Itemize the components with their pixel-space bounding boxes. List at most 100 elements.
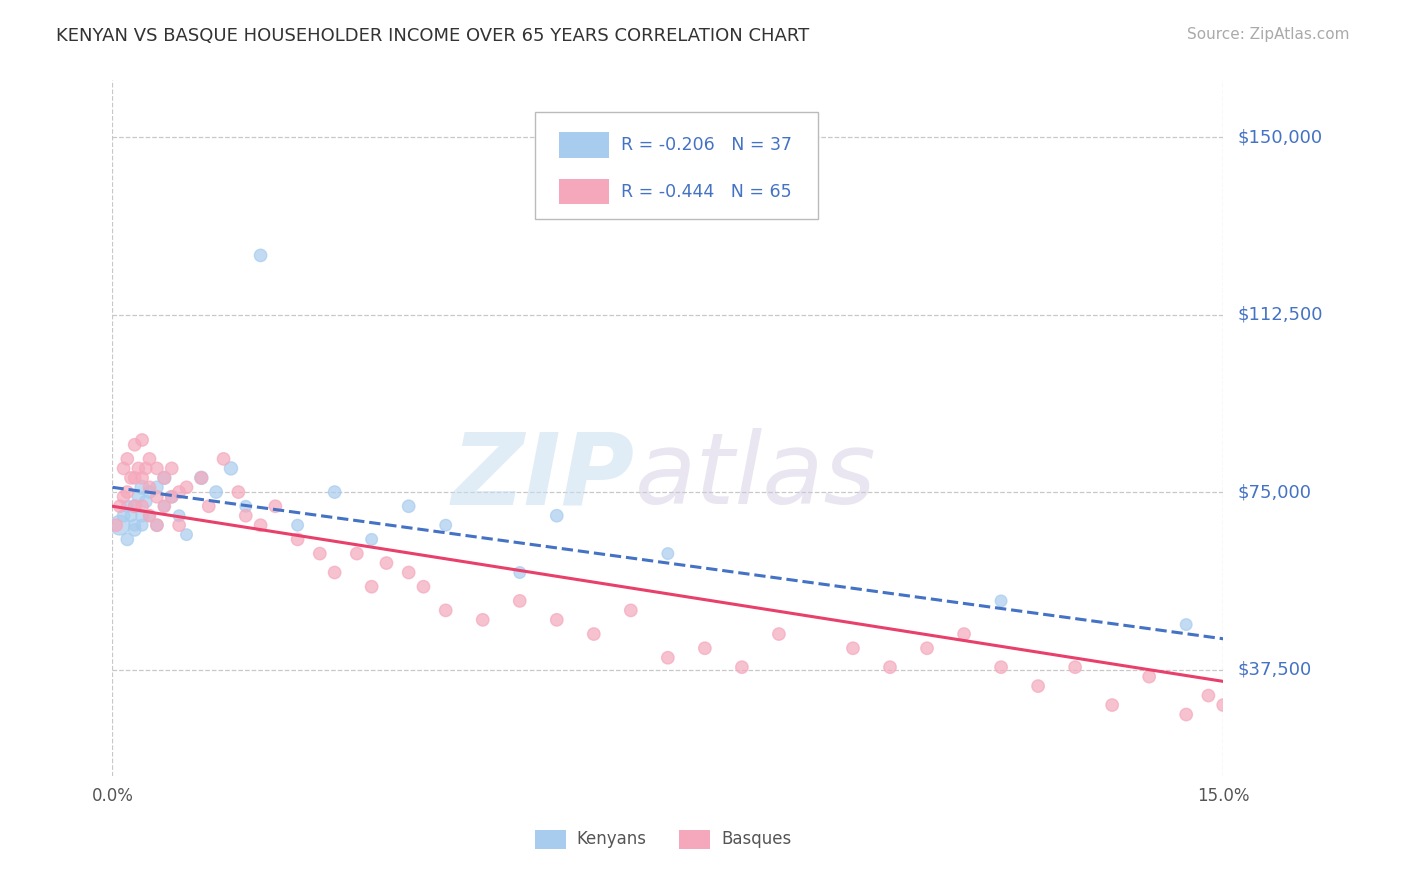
- Point: [1175, 707, 1198, 722]
- Point: [127, 490, 149, 504]
- Text: KENYAN VS BASQUE HOUSEHOLDER INCOME OVER 65 YEARS CORRELATION CHART: KENYAN VS BASQUE HOUSEHOLDER INCOME OVER…: [56, 27, 810, 45]
- Text: atlas: atlas: [634, 428, 876, 525]
- Point: [153, 471, 176, 485]
- Point: [176, 527, 198, 541]
- Point: [205, 485, 228, 500]
- Point: [117, 485, 139, 500]
- FancyBboxPatch shape: [534, 830, 565, 849]
- FancyBboxPatch shape: [534, 112, 818, 219]
- Point: [375, 556, 398, 570]
- Point: [1175, 617, 1198, 632]
- Point: [176, 480, 198, 494]
- Point: [135, 494, 157, 508]
- Point: [287, 518, 309, 533]
- Point: [127, 461, 149, 475]
- Point: [308, 547, 330, 561]
- Point: [990, 660, 1012, 674]
- Point: [138, 451, 160, 466]
- Point: [212, 451, 235, 466]
- Point: [190, 471, 212, 485]
- Point: [112, 490, 135, 504]
- Point: [146, 490, 169, 504]
- Point: [346, 547, 368, 561]
- Point: [138, 480, 160, 494]
- Point: [124, 518, 146, 533]
- Point: [131, 471, 153, 485]
- Point: [235, 500, 257, 514]
- Point: [108, 518, 131, 533]
- Point: [1137, 670, 1160, 684]
- Point: [360, 533, 382, 547]
- Point: [546, 613, 568, 627]
- Text: $75,000: $75,000: [1237, 483, 1312, 501]
- Point: [135, 461, 157, 475]
- Point: [249, 248, 271, 262]
- Point: [105, 518, 128, 533]
- Point: [112, 461, 135, 475]
- Point: [146, 518, 169, 533]
- Point: [509, 566, 531, 580]
- Text: R = -0.444   N = 65: R = -0.444 N = 65: [621, 183, 792, 201]
- Point: [138, 485, 160, 500]
- FancyBboxPatch shape: [560, 132, 609, 158]
- FancyBboxPatch shape: [679, 830, 710, 849]
- Point: [124, 500, 146, 514]
- Text: $37,500: $37,500: [1237, 661, 1312, 679]
- Point: [108, 500, 131, 514]
- Point: [167, 518, 190, 533]
- Text: Kenyans: Kenyans: [576, 830, 647, 847]
- Point: [131, 508, 153, 523]
- Text: ZIP: ZIP: [451, 428, 634, 525]
- Point: [879, 660, 901, 674]
- Point: [117, 500, 139, 514]
- Point: [953, 627, 976, 641]
- Point: [471, 613, 494, 627]
- Point: [582, 627, 605, 641]
- Point: [131, 518, 153, 533]
- FancyBboxPatch shape: [560, 179, 609, 204]
- Point: [146, 461, 169, 475]
- Point: [657, 650, 679, 665]
- Point: [138, 508, 160, 523]
- Point: [146, 518, 169, 533]
- Point: [117, 533, 139, 547]
- Point: [546, 508, 568, 523]
- Text: R = -0.206   N = 37: R = -0.206 N = 37: [621, 136, 792, 154]
- Point: [153, 500, 176, 514]
- Point: [131, 433, 153, 447]
- Point: [990, 594, 1012, 608]
- Point: [398, 500, 420, 514]
- Point: [124, 523, 146, 537]
- Point: [112, 508, 135, 523]
- Point: [249, 518, 271, 533]
- Point: [323, 485, 346, 500]
- Point: [768, 627, 790, 641]
- Point: [657, 547, 679, 561]
- Point: [434, 518, 457, 533]
- Point: [398, 566, 420, 580]
- Point: [434, 603, 457, 617]
- Point: [131, 500, 153, 514]
- Point: [1197, 689, 1219, 703]
- Point: [509, 594, 531, 608]
- Point: [153, 471, 176, 485]
- Point: [120, 471, 142, 485]
- Point: [360, 580, 382, 594]
- Point: [190, 471, 212, 485]
- Point: [1101, 698, 1123, 712]
- Point: [197, 500, 219, 514]
- Point: [120, 508, 142, 523]
- Point: [620, 603, 643, 617]
- Point: [228, 485, 250, 500]
- Point: [235, 508, 257, 523]
- Point: [693, 641, 716, 656]
- Point: [124, 500, 146, 514]
- Point: [146, 480, 169, 494]
- Point: [131, 480, 153, 494]
- Text: $112,500: $112,500: [1237, 306, 1323, 324]
- Point: [160, 490, 183, 504]
- Point: [124, 438, 146, 452]
- Point: [412, 580, 434, 594]
- Point: [167, 485, 190, 500]
- Point: [1212, 698, 1234, 712]
